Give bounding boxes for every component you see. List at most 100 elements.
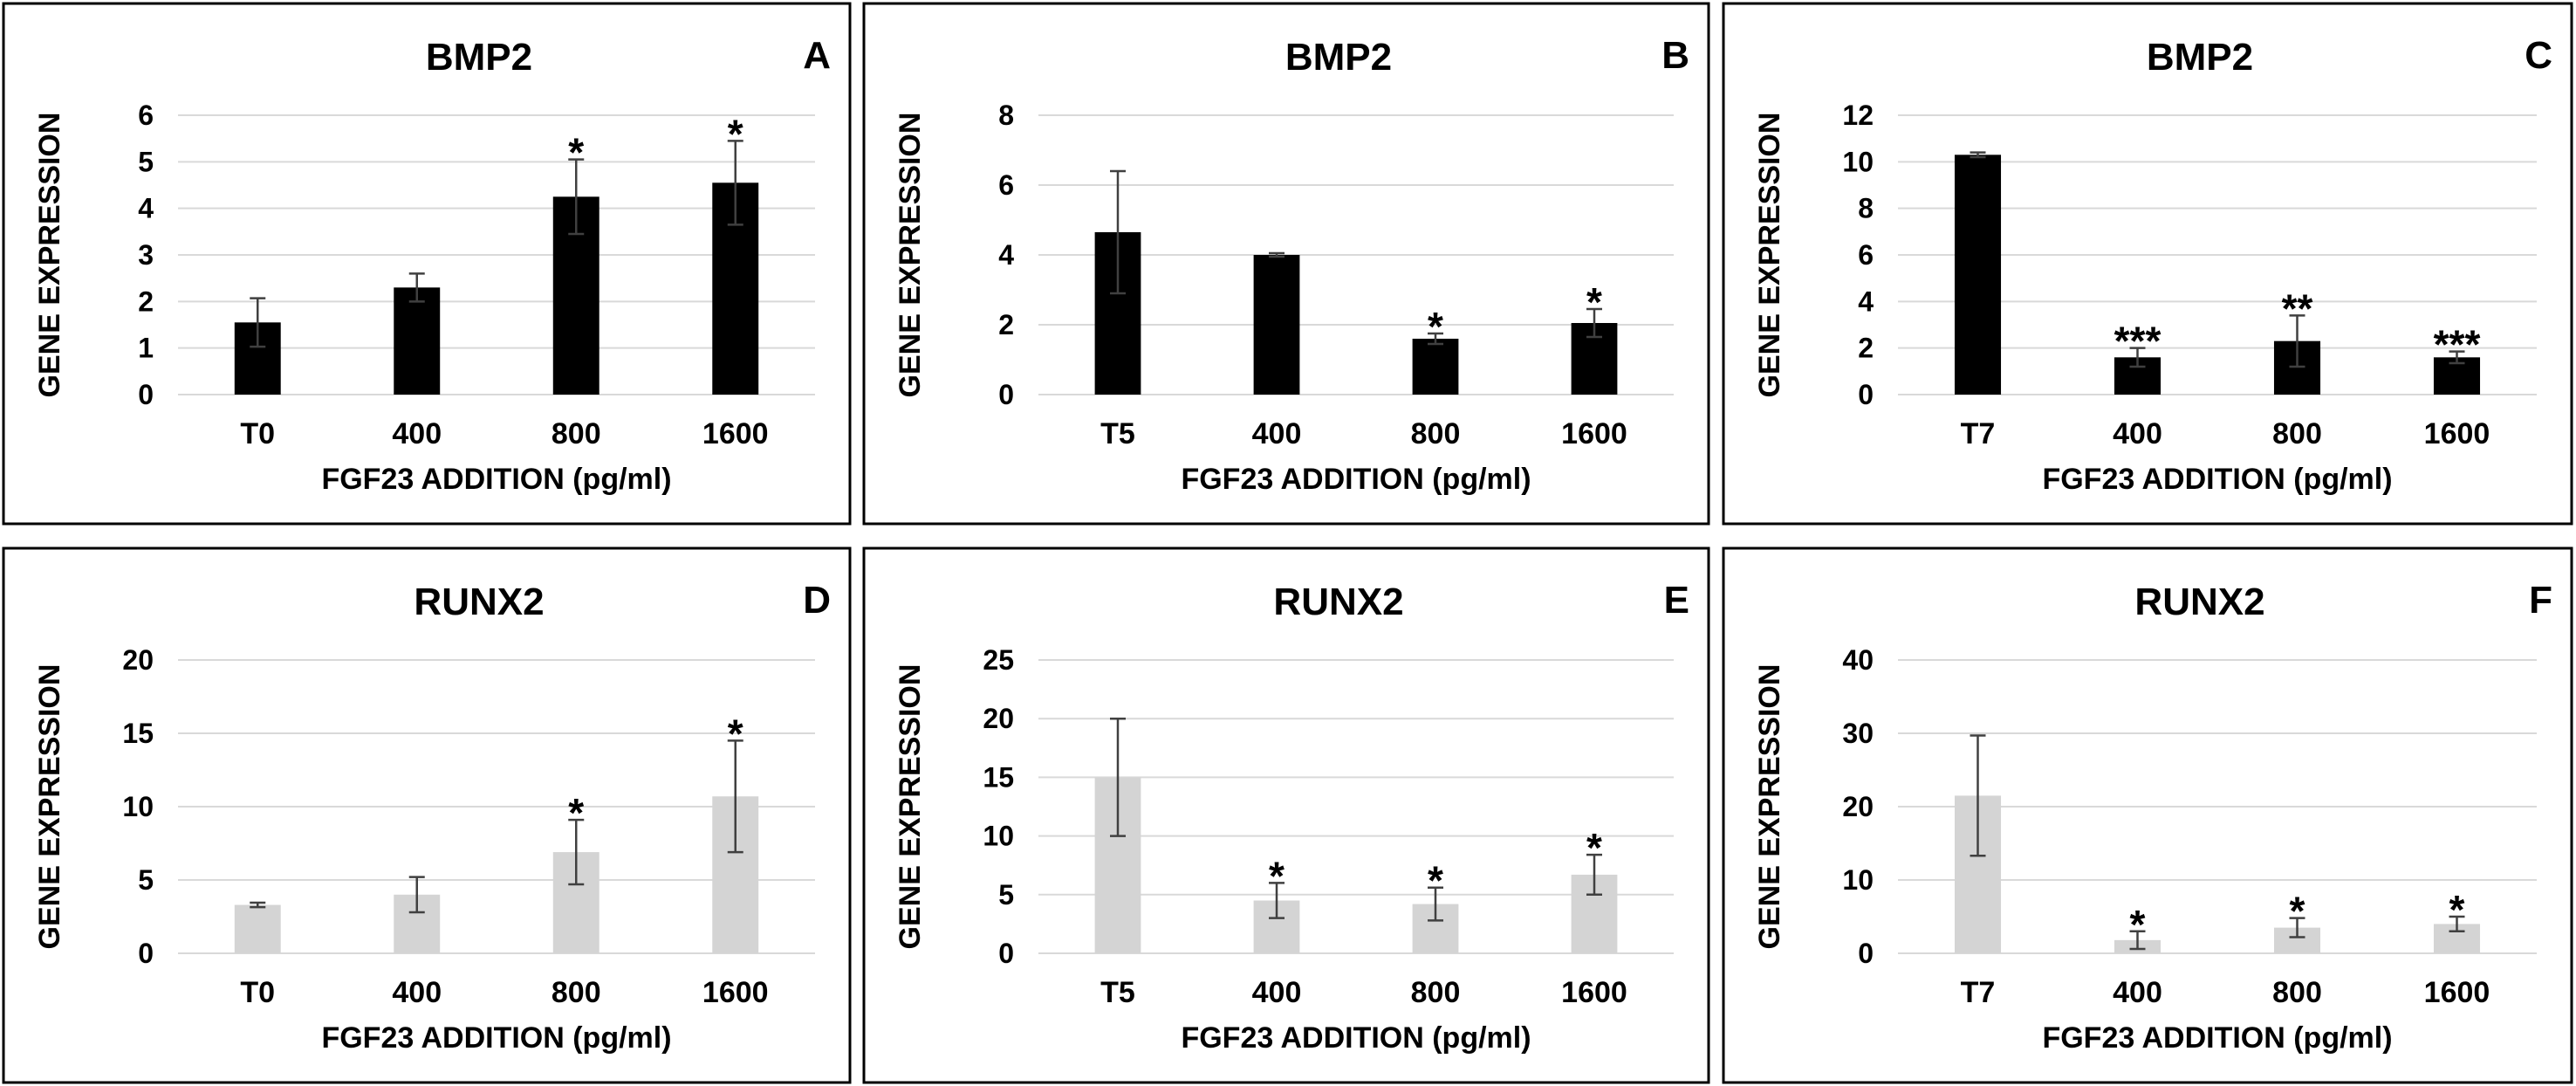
y-tick-label: 4	[1858, 285, 1874, 317]
y-axis-title: GENE EXPRESSION	[33, 113, 66, 398]
x-axis-title: FGF23 ADDITION (pg/ml)	[2042, 463, 2392, 496]
x-axis-title: FGF23 ADDITION (pg/ml)	[321, 1021, 671, 1055]
y-tick-label: 1	[138, 333, 154, 364]
significance-marker: *	[728, 111, 743, 156]
y-axis-title: GENE EXPRESSION	[1753, 113, 1786, 398]
y-tick-label: 0	[1858, 379, 1874, 410]
y-tick-label: 12	[1842, 100, 1874, 131]
bar-T7	[1954, 155, 2002, 395]
y-tick-label: 0	[1858, 938, 1874, 969]
y-tick-label: 15	[122, 718, 154, 749]
significance-marker: *	[2290, 889, 2305, 934]
y-axis-title: GENE EXPRESSION	[1753, 664, 1786, 950]
x-axis-title: FGF23 ADDITION (pg/ml)	[321, 463, 671, 496]
y-tick-label: 10	[983, 821, 1014, 852]
chart-panel-e: RUNX2 E 0 5 10 15 20 25 T5 * 400 * 800 * 1600 FGF23 ADD…	[862, 546, 1710, 1084]
panel-letter: E	[1664, 579, 1689, 622]
x-tick-label: 400	[1252, 417, 1302, 450]
x-tick-label: 400	[1252, 976, 1302, 1009]
bar-400	[394, 287, 441, 395]
y-tick-label: 20	[983, 703, 1014, 734]
y-tick-label: 4	[998, 239, 1014, 271]
x-tick-label: 1600	[2424, 417, 2490, 450]
panel-frame	[2, 546, 852, 1084]
x-tick-label: 1600	[1561, 976, 1627, 1009]
y-tick-label: 2	[138, 285, 154, 317]
bar-T0	[234, 904, 281, 953]
chart-title: RUNX2	[1273, 581, 1403, 623]
chart-title: BMP2	[2147, 36, 2253, 79]
panel-frame	[862, 546, 1710, 1084]
x-axis-title: FGF23 ADDITION (pg/ml)	[1181, 1021, 1531, 1055]
panel-letter: D	[803, 579, 831, 622]
bar-400	[1253, 255, 1300, 395]
y-tick-label: 20	[122, 644, 154, 676]
x-tick-label: T5	[1100, 976, 1135, 1009]
panel-frame	[1722, 2, 2573, 526]
y-tick-label: 20	[1842, 791, 1874, 822]
x-tick-label: 1600	[702, 976, 769, 1009]
y-axis-title: GENE EXPRESSION	[33, 664, 66, 950]
panel-letter: F	[2529, 579, 2552, 622]
chart-title: RUNX2	[2134, 581, 2264, 623]
y-tick-label: 40	[1842, 644, 1874, 676]
x-tick-label: 400	[2113, 976, 2162, 1009]
x-tick-label: 800	[1411, 976, 1461, 1009]
x-tick-label: T7	[1961, 417, 1996, 450]
significance-marker: *	[1428, 304, 1443, 349]
x-tick-label: 1600	[1561, 417, 1627, 450]
panel-frame	[1722, 546, 2573, 1084]
y-tick-label: 5	[138, 864, 154, 896]
significance-marker: *	[2449, 887, 2465, 932]
y-tick-label: 4	[138, 193, 154, 224]
y-tick-label: 6	[138, 100, 154, 131]
y-tick-label: 6	[998, 169, 1014, 201]
chart-title: BMP2	[426, 36, 532, 79]
panel-letter: C	[2525, 34, 2552, 77]
y-axis-title: GENE EXPRESSION	[894, 113, 927, 398]
chart-panel-a: BMP2 A 0 1 2 3 4 5 6 T0 400 * 800 * 1600 FGF23 ADDITION…	[2, 2, 852, 526]
x-tick-label: 400	[392, 417, 442, 450]
x-tick-label: T7	[1961, 976, 1996, 1009]
chart-panel-c: BMP2 C 0 2 4 6 8 10 12 T7 *** 400 ** 800 *** 1600 FGF23 …	[1722, 2, 2573, 526]
panel-letter: A	[803, 34, 831, 77]
x-tick-label: T0	[240, 976, 275, 1009]
y-tick-label: 2	[998, 309, 1014, 340]
y-tick-label: 30	[1842, 718, 1874, 749]
y-tick-label: 5	[138, 146, 154, 177]
y-tick-label: 3	[138, 239, 154, 271]
x-tick-label: 800	[552, 417, 601, 450]
y-tick-label: 25	[983, 644, 1014, 676]
x-tick-label: 400	[2113, 417, 2162, 450]
bar-800	[1412, 339, 1459, 395]
y-tick-label: 6	[1858, 239, 1874, 271]
significance-marker: *	[1428, 858, 1443, 904]
x-axis-title: FGF23 ADDITION (pg/ml)	[2042, 1021, 2392, 1055]
y-tick-label: 0	[998, 938, 1014, 969]
x-tick-label: T0	[240, 417, 275, 450]
y-tick-label: 10	[122, 791, 154, 822]
x-tick-label: 800	[2272, 976, 2322, 1009]
significance-marker: *	[1269, 853, 1285, 898]
x-tick-label: 1600	[702, 417, 769, 450]
x-tick-label: 800	[552, 976, 601, 1009]
y-tick-label: 10	[1842, 146, 1874, 177]
x-tick-label: 800	[2272, 417, 2322, 450]
significance-marker: *	[728, 711, 743, 756]
x-tick-label: 400	[392, 976, 442, 1009]
y-tick-label: 2	[1858, 333, 1874, 364]
significance-marker: ***	[2434, 322, 2481, 368]
chart-panel-f: RUNX2 F 0 10 20 30 40 T7 * 400 * 800 * 1600 FGF23 ADDI…	[1722, 546, 2573, 1084]
x-tick-label: 1600	[2424, 976, 2490, 1009]
chart-title: BMP2	[1285, 36, 1392, 79]
y-tick-label: 8	[998, 100, 1014, 131]
significance-marker: *	[568, 790, 584, 835]
chart-panel-b: BMP2 B 0 2 4 6 8 T5 400 * 800 * 1600 FGF23 ADDITION (…	[862, 2, 1710, 526]
panel-letter: B	[1661, 34, 1689, 77]
y-tick-label: 0	[138, 379, 154, 410]
y-tick-label: 0	[998, 379, 1014, 410]
x-tick-label: 800	[1411, 417, 1461, 450]
y-axis-title: GENE EXPRESSION	[894, 664, 927, 950]
significance-marker: **	[2282, 285, 2313, 331]
